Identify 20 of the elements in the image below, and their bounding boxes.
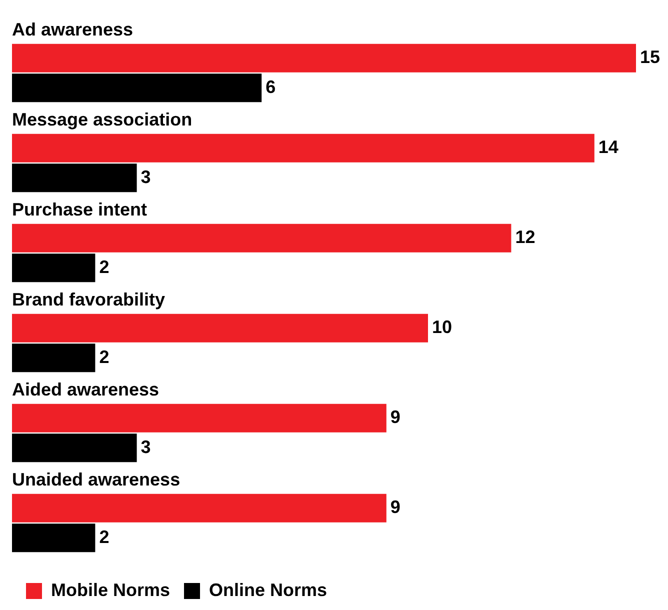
y-tick-label: Aided awareness — [12, 379, 160, 400]
y-tick-label: Unaided awareness — [12, 469, 180, 490]
legend-label: Online Norms — [209, 580, 328, 600]
y-tick-label: Purchase intent — [12, 199, 148, 220]
y-tick-label: Message association — [12, 109, 192, 130]
data-label: 9 — [390, 407, 400, 428]
data-label: 14 — [598, 137, 618, 158]
data-label: 6 — [266, 76, 276, 97]
y-tick-label: Brand favorability — [12, 289, 166, 310]
data-label: 2 — [99, 526, 110, 547]
data-label: 15 — [640, 47, 660, 68]
data-label: 12 — [515, 227, 536, 248]
data-label: 3 — [140, 436, 151, 457]
legend-label: Mobile Norms — [51, 580, 170, 600]
data-label: 9 — [390, 497, 400, 518]
data-label: 2 — [99, 256, 110, 277]
data-label: 10 — [432, 317, 452, 338]
data-label: 2 — [99, 346, 110, 367]
y-tick-label: Ad awareness — [12, 19, 134, 40]
data-label: 3 — [140, 166, 151, 187]
